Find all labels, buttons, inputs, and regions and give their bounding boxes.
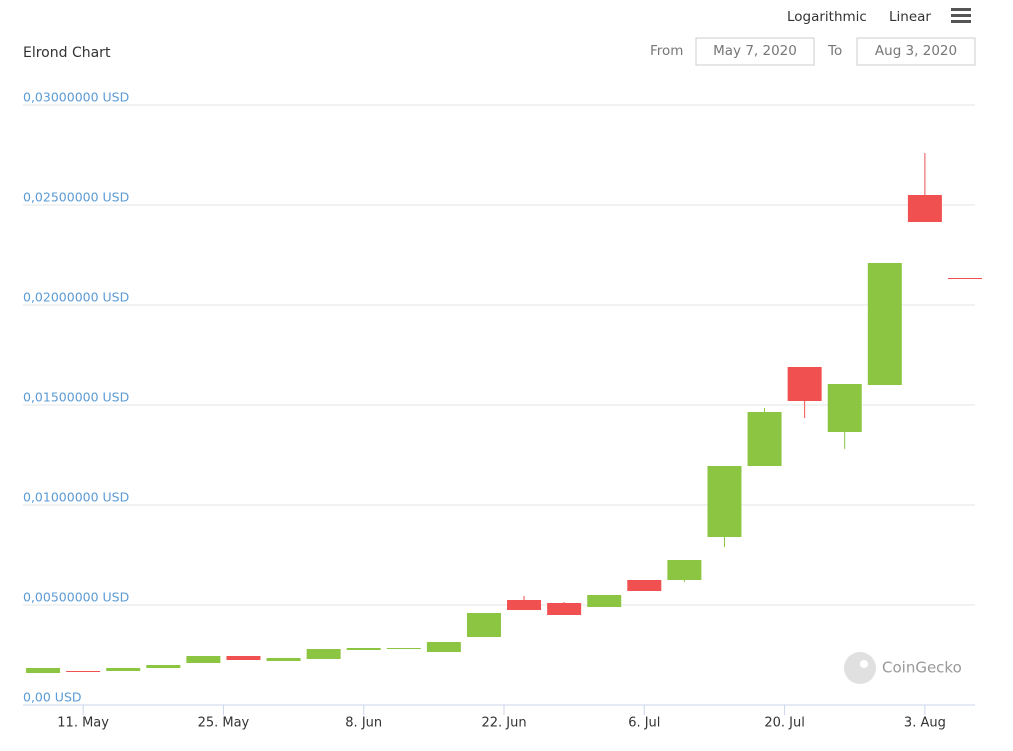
candle-body bbox=[667, 560, 702, 580]
candle-body bbox=[346, 648, 381, 650]
candle-body bbox=[426, 642, 461, 652]
y-tick-label: 0,03000000 USD bbox=[23, 90, 129, 105]
candle-body bbox=[106, 668, 141, 671]
y-tick-label: 0,01000000 USD bbox=[23, 490, 129, 505]
candle-body bbox=[547, 603, 582, 615]
to-label: To bbox=[827, 43, 842, 59]
to-value[interactable]: Aug 3, 2020 bbox=[875, 43, 957, 59]
from-input[interactable] bbox=[695, 37, 815, 66]
x-tick-label: 25. May bbox=[198, 716, 250, 731]
from-value[interactable]: May 7, 2020 bbox=[713, 43, 797, 59]
x-tick-label: 22. Jun bbox=[481, 716, 526, 731]
y-tick-label: 0,00500000 USD bbox=[23, 590, 129, 605]
candle-body bbox=[466, 613, 501, 637]
candle-body bbox=[707, 466, 742, 537]
candle-body bbox=[787, 367, 822, 401]
y-tick-label: 0,01500000 USD bbox=[23, 390, 129, 405]
chart-title: Elrond Chart bbox=[23, 45, 111, 61]
candle-body bbox=[627, 580, 662, 591]
to-input[interactable] bbox=[856, 37, 976, 66]
menu-icon[interactable] bbox=[951, 8, 971, 23]
candle-body bbox=[827, 384, 862, 432]
candle-body bbox=[947, 278, 982, 279]
candle-body bbox=[867, 263, 902, 385]
candle-body bbox=[66, 671, 101, 672]
candle-body bbox=[306, 649, 341, 659]
candle-body bbox=[507, 600, 542, 610]
x-tick-label: 3. Aug bbox=[904, 716, 946, 731]
x-tick-label: 20. Jul bbox=[764, 716, 805, 731]
candle-body bbox=[186, 656, 221, 663]
candle-body bbox=[747, 412, 782, 466]
candle-body bbox=[386, 648, 421, 649]
from-label: From bbox=[650, 43, 683, 59]
candle-body bbox=[226, 656, 261, 660]
linear-button[interactable]: Linear bbox=[889, 9, 931, 25]
candle-body bbox=[266, 658, 301, 661]
log-button[interactable]: Logarithmic bbox=[787, 9, 867, 25]
candle-body bbox=[907, 195, 942, 222]
y-tick-label: 0,00 USD bbox=[23, 690, 82, 705]
x-tick-label: 6. Jul bbox=[628, 716, 660, 731]
y-tick-label: 0,02000000 USD bbox=[23, 290, 129, 305]
x-tick-label: 11. May bbox=[57, 716, 109, 731]
y-tick-label: 0,02500000 USD bbox=[23, 190, 129, 205]
coingecko-logo bbox=[844, 652, 876, 684]
x-tick-label: 8. Jun bbox=[345, 716, 382, 731]
candle-body bbox=[146, 665, 181, 668]
watermark: CoinGecko bbox=[882, 659, 962, 677]
candle-body bbox=[26, 668, 61, 673]
candle-body bbox=[587, 595, 622, 607]
